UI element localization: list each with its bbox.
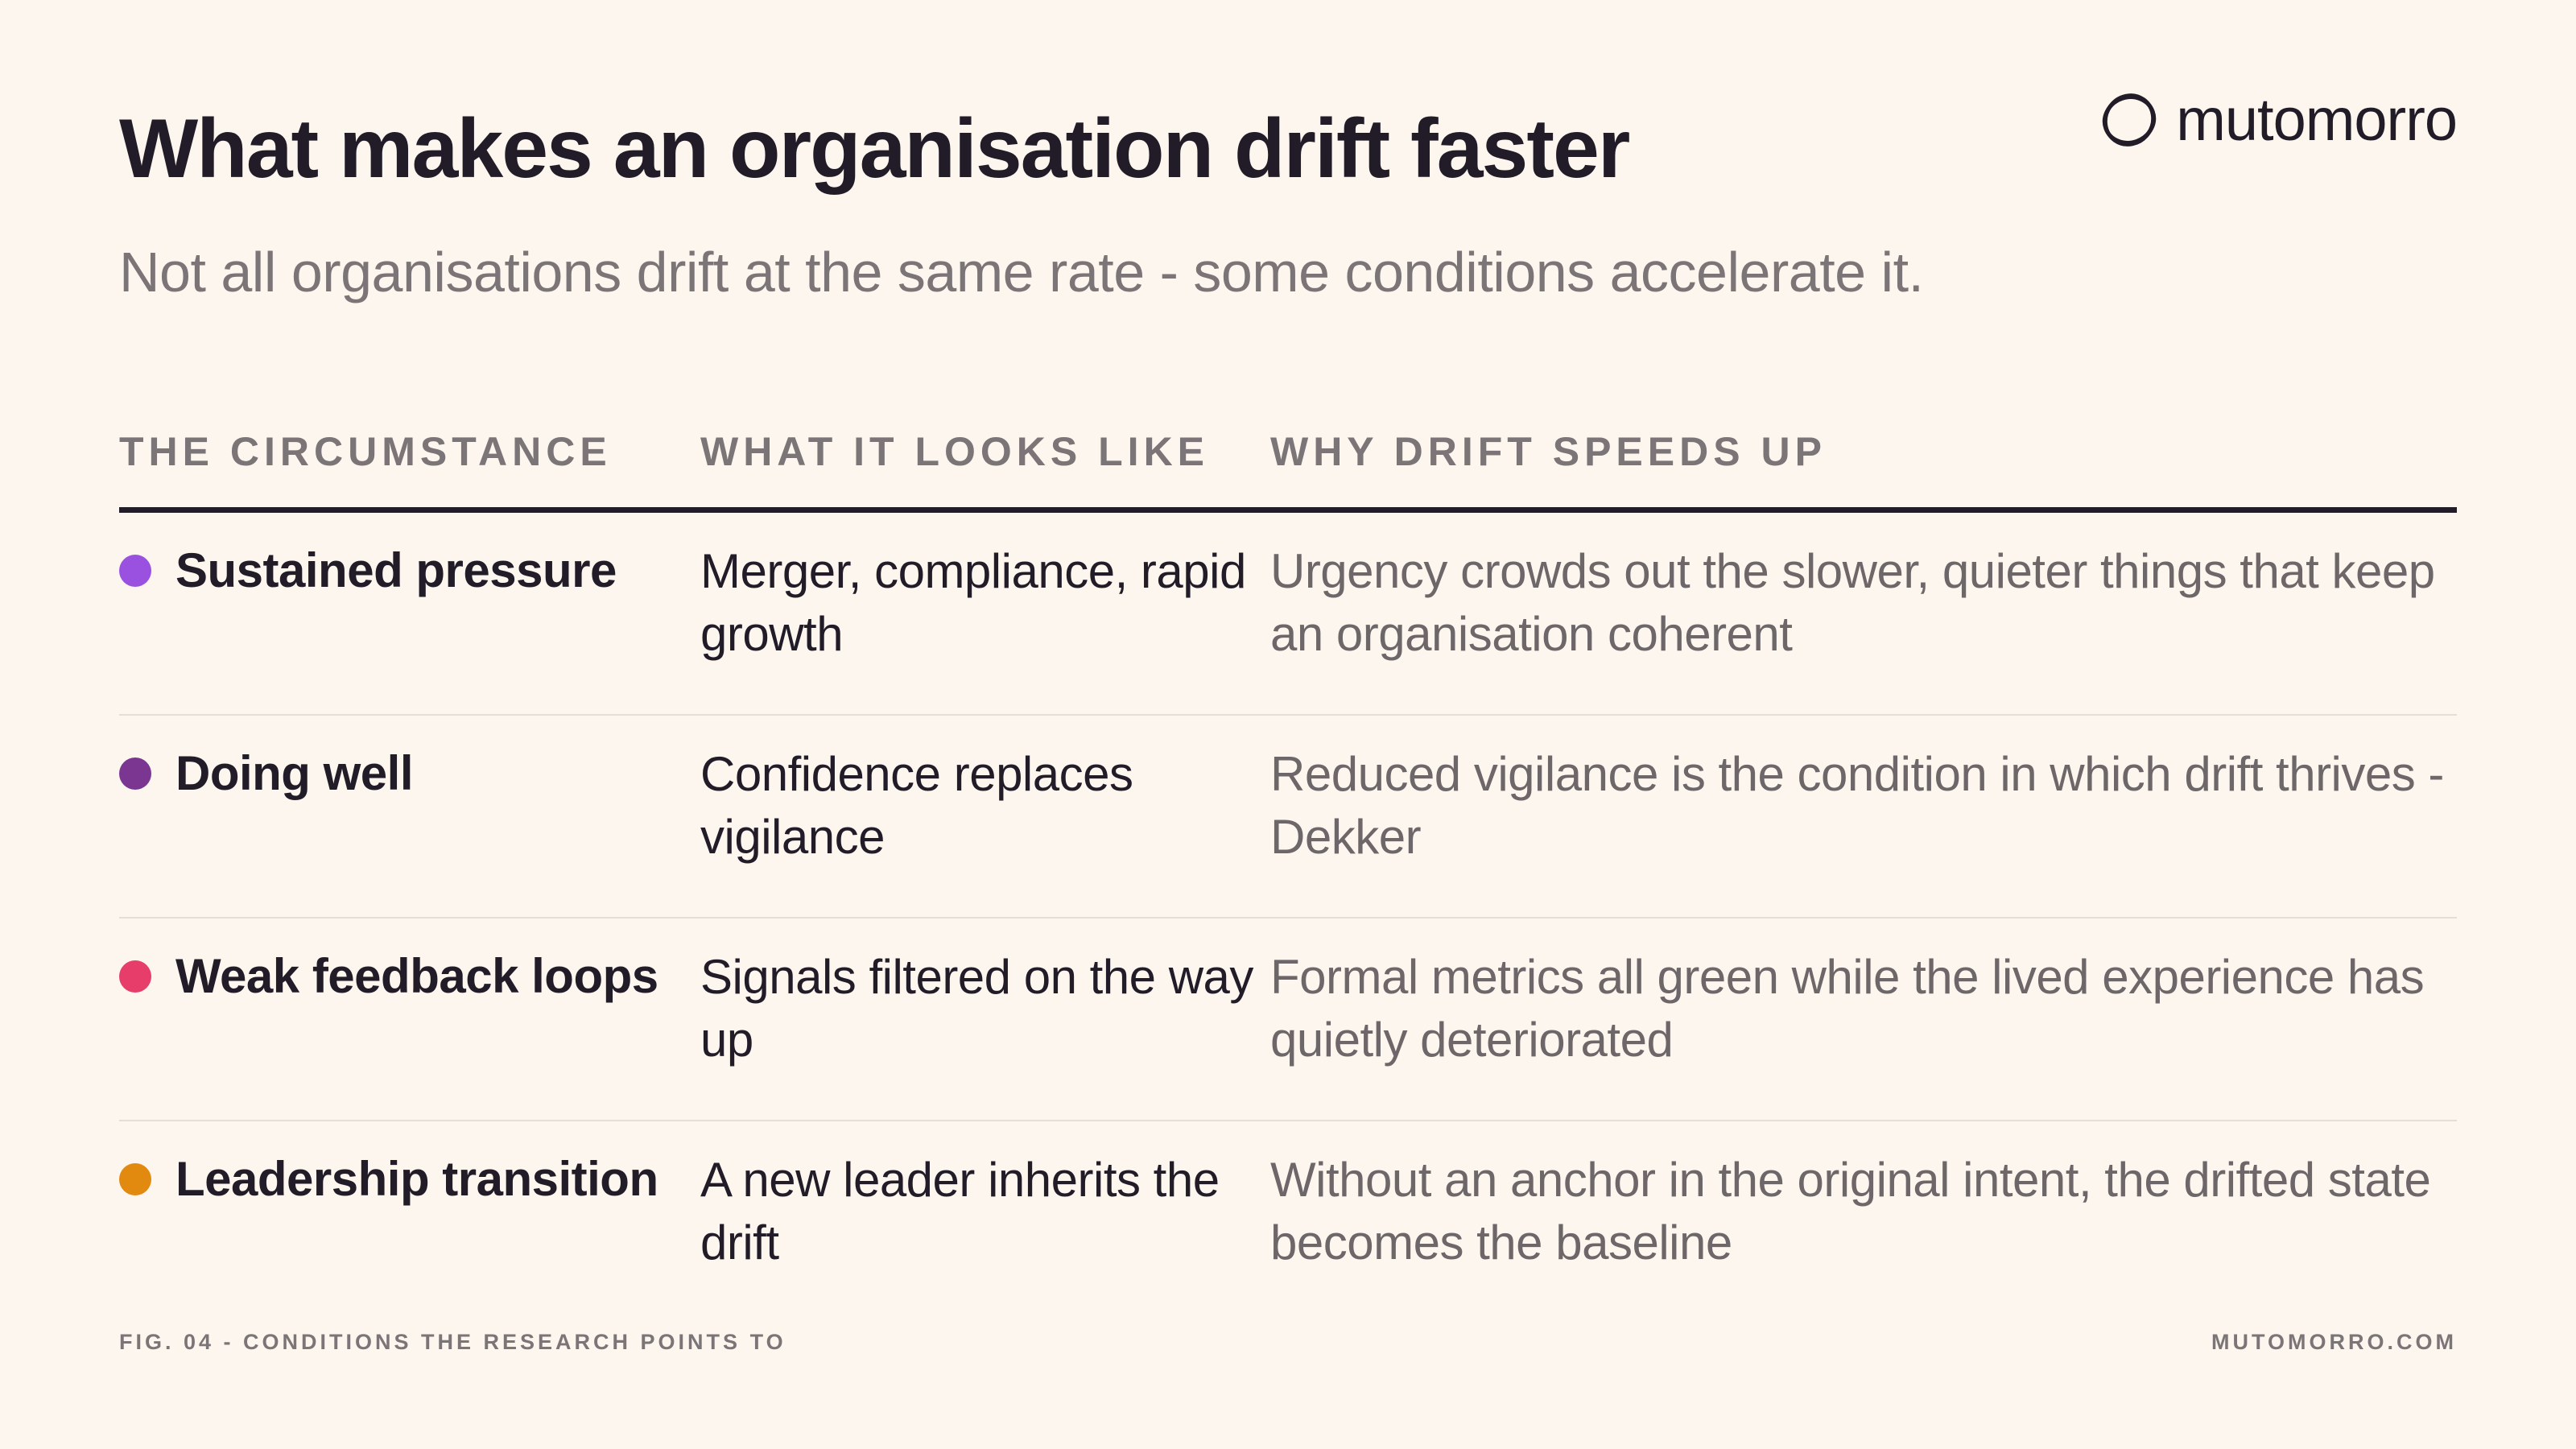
conditions-table: THE CIRCUMSTANCE WHAT IT LOOKS LIKE WHY … [119, 427, 2457, 1324]
circumstance-label: Weak feedback loops [175, 949, 658, 1003]
circumstance-label: Sustained pressure [175, 543, 617, 597]
circumstance-label: Leadership transition [175, 1152, 658, 1206]
why-cell: Without an anchor in the original intent… [1270, 1153, 2431, 1269]
looks-like-cell: Signals filtered on the way up [700, 950, 1253, 1067]
table-row: Weak feedback loops Signals filtered on … [119, 919, 2457, 1121]
circumstance-label: Doing well [175, 746, 414, 800]
category-dot-icon [119, 960, 151, 993]
column-header-looks-like: WHAT IT LOOKS LIKE [700, 429, 1210, 474]
table-row: Doing well Confidence replaces vigilance… [119, 716, 2457, 919]
category-dot-icon [119, 1163, 151, 1195]
circumstance-cell: Doing well [119, 743, 700, 917]
category-dot-icon [119, 758, 151, 790]
figure-caption: FIG. 04 - CONDITIONS THE RESEARCH POINTS… [119, 1330, 786, 1354]
circumstance-cell: Weak feedback loops [119, 946, 700, 1120]
looks-like-cell: A new leader inherits the drift [700, 1153, 1220, 1269]
circumstance-cell: Sustained pressure [119, 540, 700, 714]
table-header: THE CIRCUMSTANCE WHAT IT LOOKS LIKE WHY … [119, 427, 2457, 513]
circumstance-cell: Leadership transition [119, 1149, 700, 1324]
why-cell: Formal metrics all green while the lived… [1270, 950, 2425, 1067]
category-dot-icon [119, 555, 151, 587]
table-row: Leadership transition A new leader inher… [119, 1121, 2457, 1324]
column-header-why: WHY DRIFT SPEEDS UP [1270, 429, 1827, 474]
table-row: Sustained pressure Merger, compliance, r… [119, 513, 2457, 716]
why-cell: Reduced vigilance is the condition in wh… [1270, 747, 2444, 864]
mutomorro-logo-icon [2103, 93, 2157, 147]
site-url: MUTOMORRO.COM [2211, 1330, 2457, 1354]
brand-name: mutomorro [2176, 86, 2458, 153]
brand-logo: mutomorro [2100, 86, 2458, 153]
looks-like-cell: Confidence replaces vigilance [700, 747, 1133, 864]
why-cell: Urgency crowds out the slower, quieter t… [1270, 544, 2435, 661]
page-subtitle: Not all organisations drift at the same … [119, 241, 1924, 303]
page-title: What makes an organisation drift faster [119, 102, 1630, 196]
looks-like-cell: Merger, compliance, rapid growth [700, 544, 1246, 661]
column-header-circumstance: THE CIRCUMSTANCE [119, 429, 612, 474]
